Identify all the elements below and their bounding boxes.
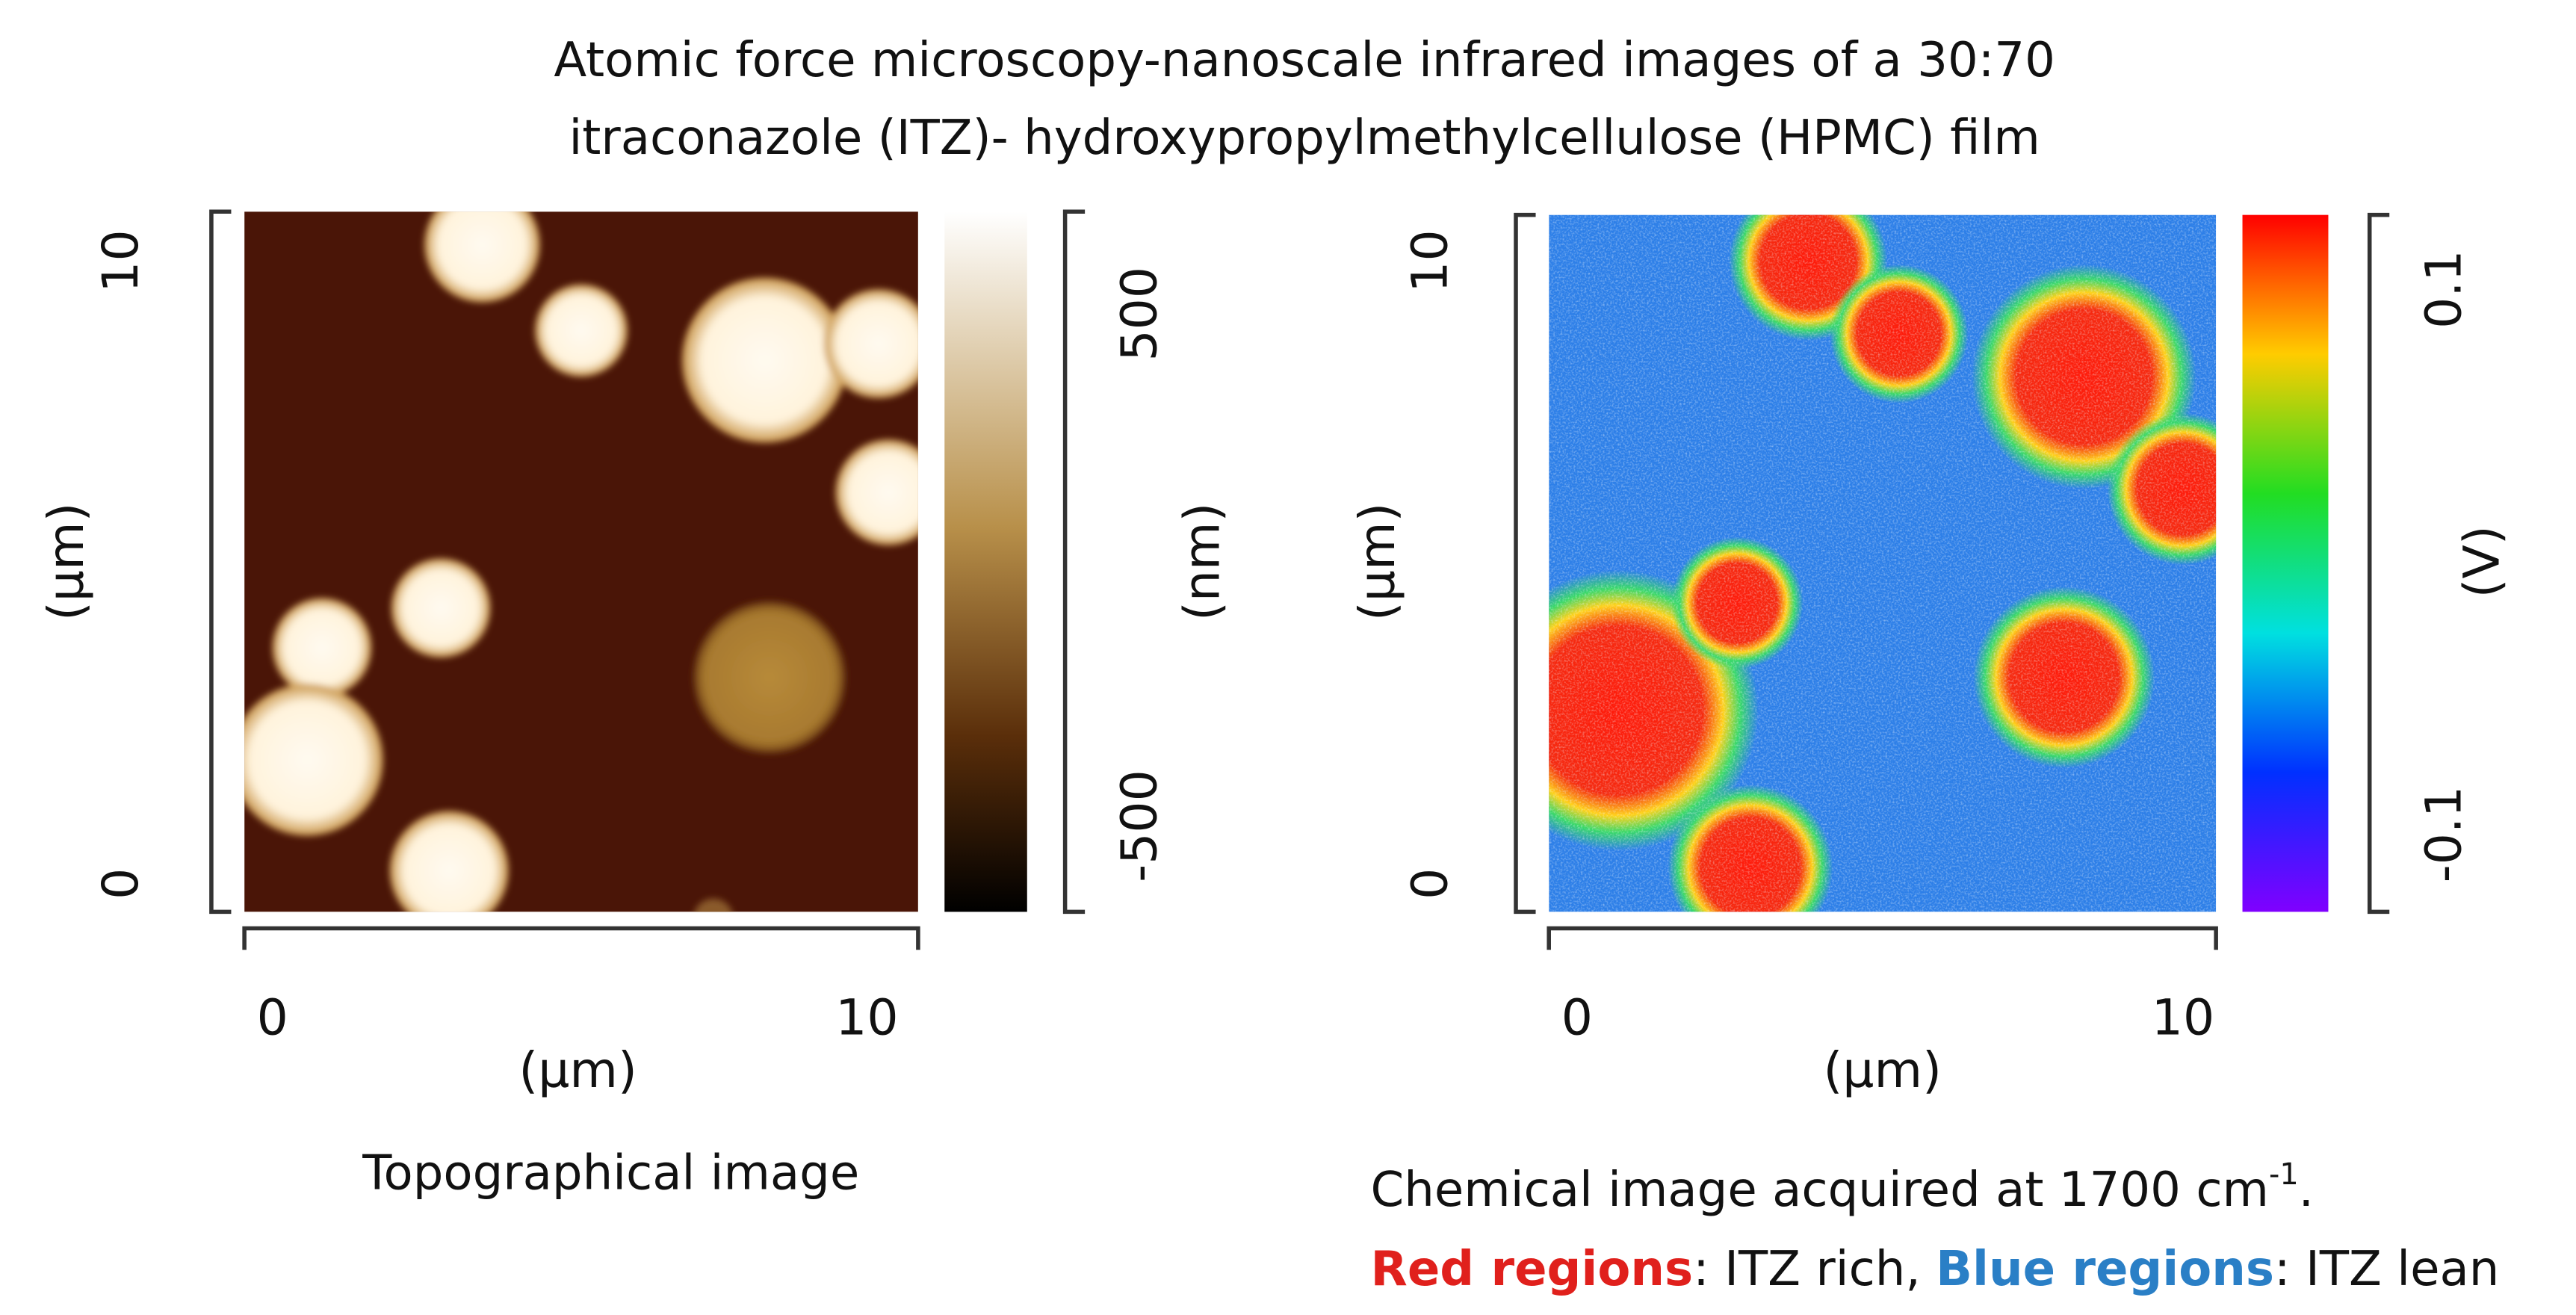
title-line: Atomic force microscopy-nanoscale infrar… [554, 33, 2055, 88]
colorbar-tick-label: 0.1 [2415, 250, 2473, 328]
y-tick-label: 10 [91, 229, 149, 292]
y-tick-label: 0 [91, 868, 149, 900]
x-axis-label: (µm) [518, 1041, 637, 1099]
colorbar-tick-label: 500 [1110, 267, 1168, 362]
legend-description: : ITZ lean [2274, 1242, 2499, 1297]
colorbar-axis [2367, 212, 2390, 915]
legend: Red regions: ITZ rich, Blue regions: ITZ… [1371, 1242, 2500, 1297]
legend-term: Blue regions [1936, 1242, 2274, 1297]
y-axis-label: (µm) [1348, 503, 1406, 621]
caption: Topographical image [362, 1146, 859, 1201]
x-axis [242, 926, 920, 950]
x-tick-label: 0 [1561, 988, 1593, 1046]
x-axis [1546, 926, 2218, 950]
topography-image [244, 211, 918, 912]
colorbar-tick-label: -0.1 [2415, 786, 2473, 882]
caption-end: . [2299, 1163, 2314, 1218]
x-tick-label: 10 [835, 988, 898, 1046]
x-axis-label: (µm) [1823, 1041, 1942, 1099]
caption-text: Chemical image acquired at 1700 cm [1371, 1163, 2269, 1218]
y-axis-label: (µm) [37, 503, 95, 621]
y-axis [209, 209, 232, 915]
y-axis [1514, 212, 1536, 915]
caption-superscript: -1 [2269, 1157, 2299, 1192]
y-tick-label: 10 [1401, 229, 1459, 292]
colorbar-label: (nm) [1173, 503, 1231, 621]
colorbar [944, 211, 1027, 912]
y-tick-label: 0 [1401, 868, 1459, 900]
caption: Chemical image acquired at 1700 cm-1. [1371, 1157, 2314, 1218]
colorbar-axis [1062, 209, 1086, 915]
x-tick-label: 0 [257, 988, 288, 1046]
title-line: itraconazole (ITZ)- hydroxypropylmethylc… [569, 111, 2040, 166]
chemical-image [1549, 214, 2217, 912]
colorbar-label: (V) [2452, 525, 2510, 598]
colorbar [2242, 214, 2329, 912]
x-tick-label: 10 [2152, 988, 2214, 1046]
colorbar-tick-label: -500 [1110, 770, 1168, 882]
legend-term: Red regions [1371, 1242, 1694, 1297]
legend-description: : ITZ rich, [1693, 1242, 1936, 1297]
